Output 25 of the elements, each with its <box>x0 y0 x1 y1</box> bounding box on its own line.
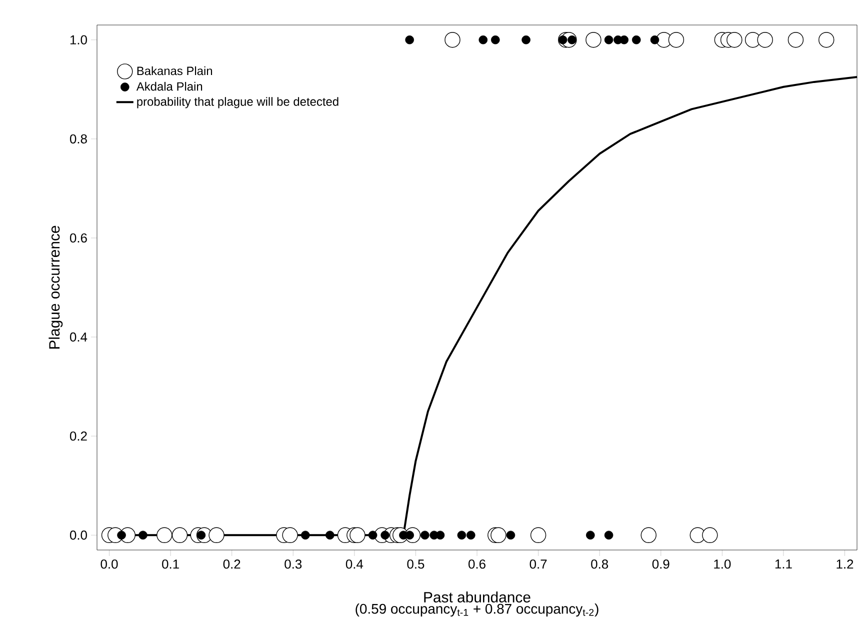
y-tick-label: 0.0 <box>70 530 87 540</box>
x-tick-label: 0.0 <box>100 560 118 569</box>
text: (0.59 occupancy$_{t-1}$ + 0.87 occupancy$_{t-2}$) <box>356 604 598 617</box>
x-tick-label: 0.2 <box>223 560 240 569</box>
y-tick-label: 0.6 <box>70 233 87 243</box>
y-tick-label: 0.2 <box>70 431 87 441</box>
y-tick-label: 0.4 <box>70 332 88 342</box>
legend-label: Akdala Plain <box>136 82 202 91</box>
y-axis-title: Plague occurrence <box>48 226 63 349</box>
legend-label: Bakanas Plain <box>137 66 212 76</box>
y-tick-label: 0.8 <box>70 134 87 144</box>
x-tick-label: 0.3 <box>284 560 302 569</box>
x-tick-label: 0.1 <box>162 560 179 569</box>
x-tick-label: 0.5 <box>407 560 424 569</box>
y-tick-label: 1.0 <box>70 35 87 44</box>
legend-label: probability that plague will be detected <box>137 97 338 108</box>
x-tick-label: 1.1 <box>775 560 792 568</box>
x-axis-title: Past abundance <box>424 592 530 602</box>
x-tick-label: 1.2 <box>836 560 854 569</box>
x-tick-label: 1.0 <box>714 560 731 569</box>
x-tick-label: 0.7 <box>530 560 547 569</box>
x-tick-label: 0.8 <box>591 560 608 569</box>
x-tick-label: 0.4 <box>346 560 364 569</box>
x-tick-label: 0.6 <box>468 560 486 569</box>
x-tick-label: 0.9 <box>652 560 670 569</box>
